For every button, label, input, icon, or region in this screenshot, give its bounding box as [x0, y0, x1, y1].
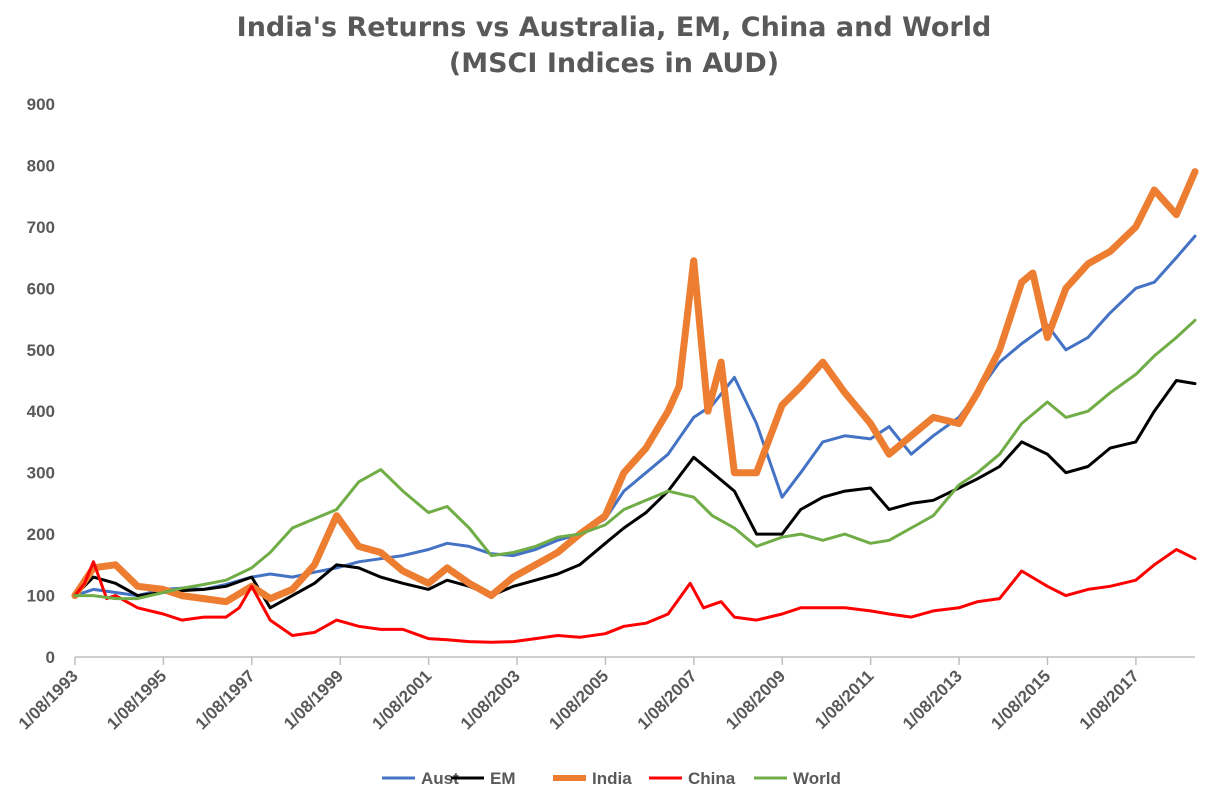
x-tick-label: 1/08/2003: [457, 666, 524, 733]
legend-label-em: EM: [490, 769, 516, 788]
chart-title: India's Returns vs Australia, EM, China …: [236, 12, 992, 43]
x-tick-label: 1/08/2013: [899, 666, 966, 733]
legend-label-china: China: [688, 769, 736, 788]
x-tick-label: 1/08/2009: [722, 666, 789, 733]
y-tick-label: 100: [27, 587, 55, 606]
series-line-china: [73, 548, 1197, 644]
legend-label-world: World: [793, 769, 841, 788]
y-tick-label: 300: [27, 464, 55, 483]
y-tick-label: 500: [27, 341, 55, 360]
x-tick-label: 1/08/2011: [811, 666, 877, 732]
y-tick-label: 0: [46, 648, 55, 667]
y-tick-label: 200: [27, 525, 55, 544]
y-tick-label: 700: [27, 218, 55, 237]
x-tick-label: 1/08/2007: [634, 666, 701, 733]
x-tick-label: 1/08/1997: [192, 666, 259, 733]
y-tick-label: 400: [27, 402, 55, 421]
x-tick-label: 1/08/1999: [280, 666, 347, 733]
y-tick-label: 800: [27, 156, 55, 175]
legend-label-aust: Aust: [421, 769, 459, 788]
y-tick-label: 900: [27, 95, 55, 114]
x-tick-label: 1/08/2015: [987, 666, 1054, 733]
x-tick-label: 1/08/1995: [103, 666, 170, 733]
chart-subtitle: (MSCI Indices in AUD): [448, 48, 780, 79]
x-tick-label: 1/08/2001: [369, 666, 436, 733]
x-tick-label: 1/08/2017: [1076, 666, 1143, 733]
x-tick-label: 1/08/1993: [15, 666, 82, 733]
x-tick-label: 1/08/2005: [545, 666, 612, 733]
y-tick-label: 600: [27, 279, 55, 298]
legend-label-india: India: [592, 769, 632, 788]
series-line-world: [73, 318, 1197, 601]
series-line-aust: [73, 234, 1197, 598]
series-line-india: [71, 168, 1199, 606]
